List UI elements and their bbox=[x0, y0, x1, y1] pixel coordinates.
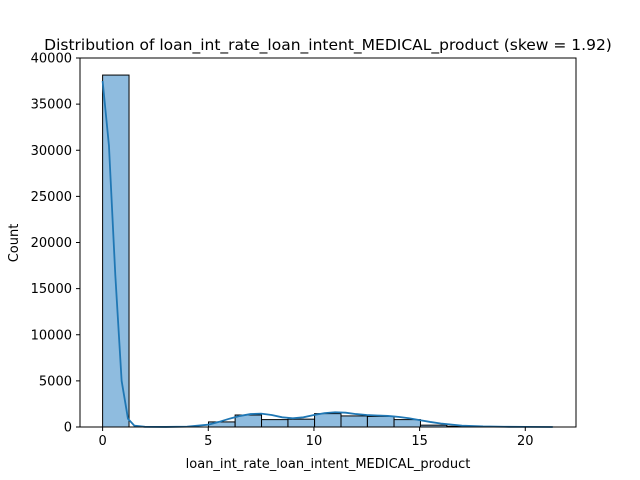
histogram-bar bbox=[314, 413, 342, 428]
y-axis-ticks: 0 5000 10000 15000 20000 25000 30000 35000 40000 bbox=[31, 52, 80, 436]
x-tick-label: 20 bbox=[517, 434, 534, 449]
histogram-bar bbox=[393, 419, 421, 428]
y-tick-label: 20000 bbox=[31, 236, 72, 251]
x-axis-ticks: 0 5 10 15 20 bbox=[98, 427, 534, 449]
y-tick-label: 0 bbox=[64, 421, 72, 436]
kde-line bbox=[101, 80, 553, 428]
histogram-bar bbox=[287, 418, 316, 428]
y-tick-label: 40000 bbox=[31, 52, 72, 67]
histogram-bar bbox=[340, 415, 368, 428]
y-axis-label: Count bbox=[7, 224, 22, 263]
y-tick-label: 35000 bbox=[31, 98, 72, 113]
x-tick-label: 15 bbox=[411, 434, 428, 449]
histogram-bar bbox=[366, 415, 395, 428]
y-tick-label: 25000 bbox=[31, 190, 72, 205]
y-tick-label: 5000 bbox=[39, 374, 72, 389]
x-tick-label: 0 bbox=[98, 434, 106, 449]
y-tick-label: 15000 bbox=[31, 282, 72, 297]
y-tick-label: 30000 bbox=[31, 144, 72, 159]
plot-frame bbox=[79, 57, 577, 428]
histogram-bars bbox=[102, 74, 554, 428]
y-tick-label: 10000 bbox=[31, 328, 72, 343]
x-axis-label: loan_int_rate_loan_intent_MEDICAL_produc… bbox=[186, 457, 471, 472]
x-tick-label: 5 bbox=[204, 434, 212, 449]
chart-title: Distribution of loan_int_rate_loan_inten… bbox=[44, 36, 612, 55]
histogram-bar bbox=[261, 419, 289, 428]
x-tick-label: 10 bbox=[306, 434, 323, 449]
